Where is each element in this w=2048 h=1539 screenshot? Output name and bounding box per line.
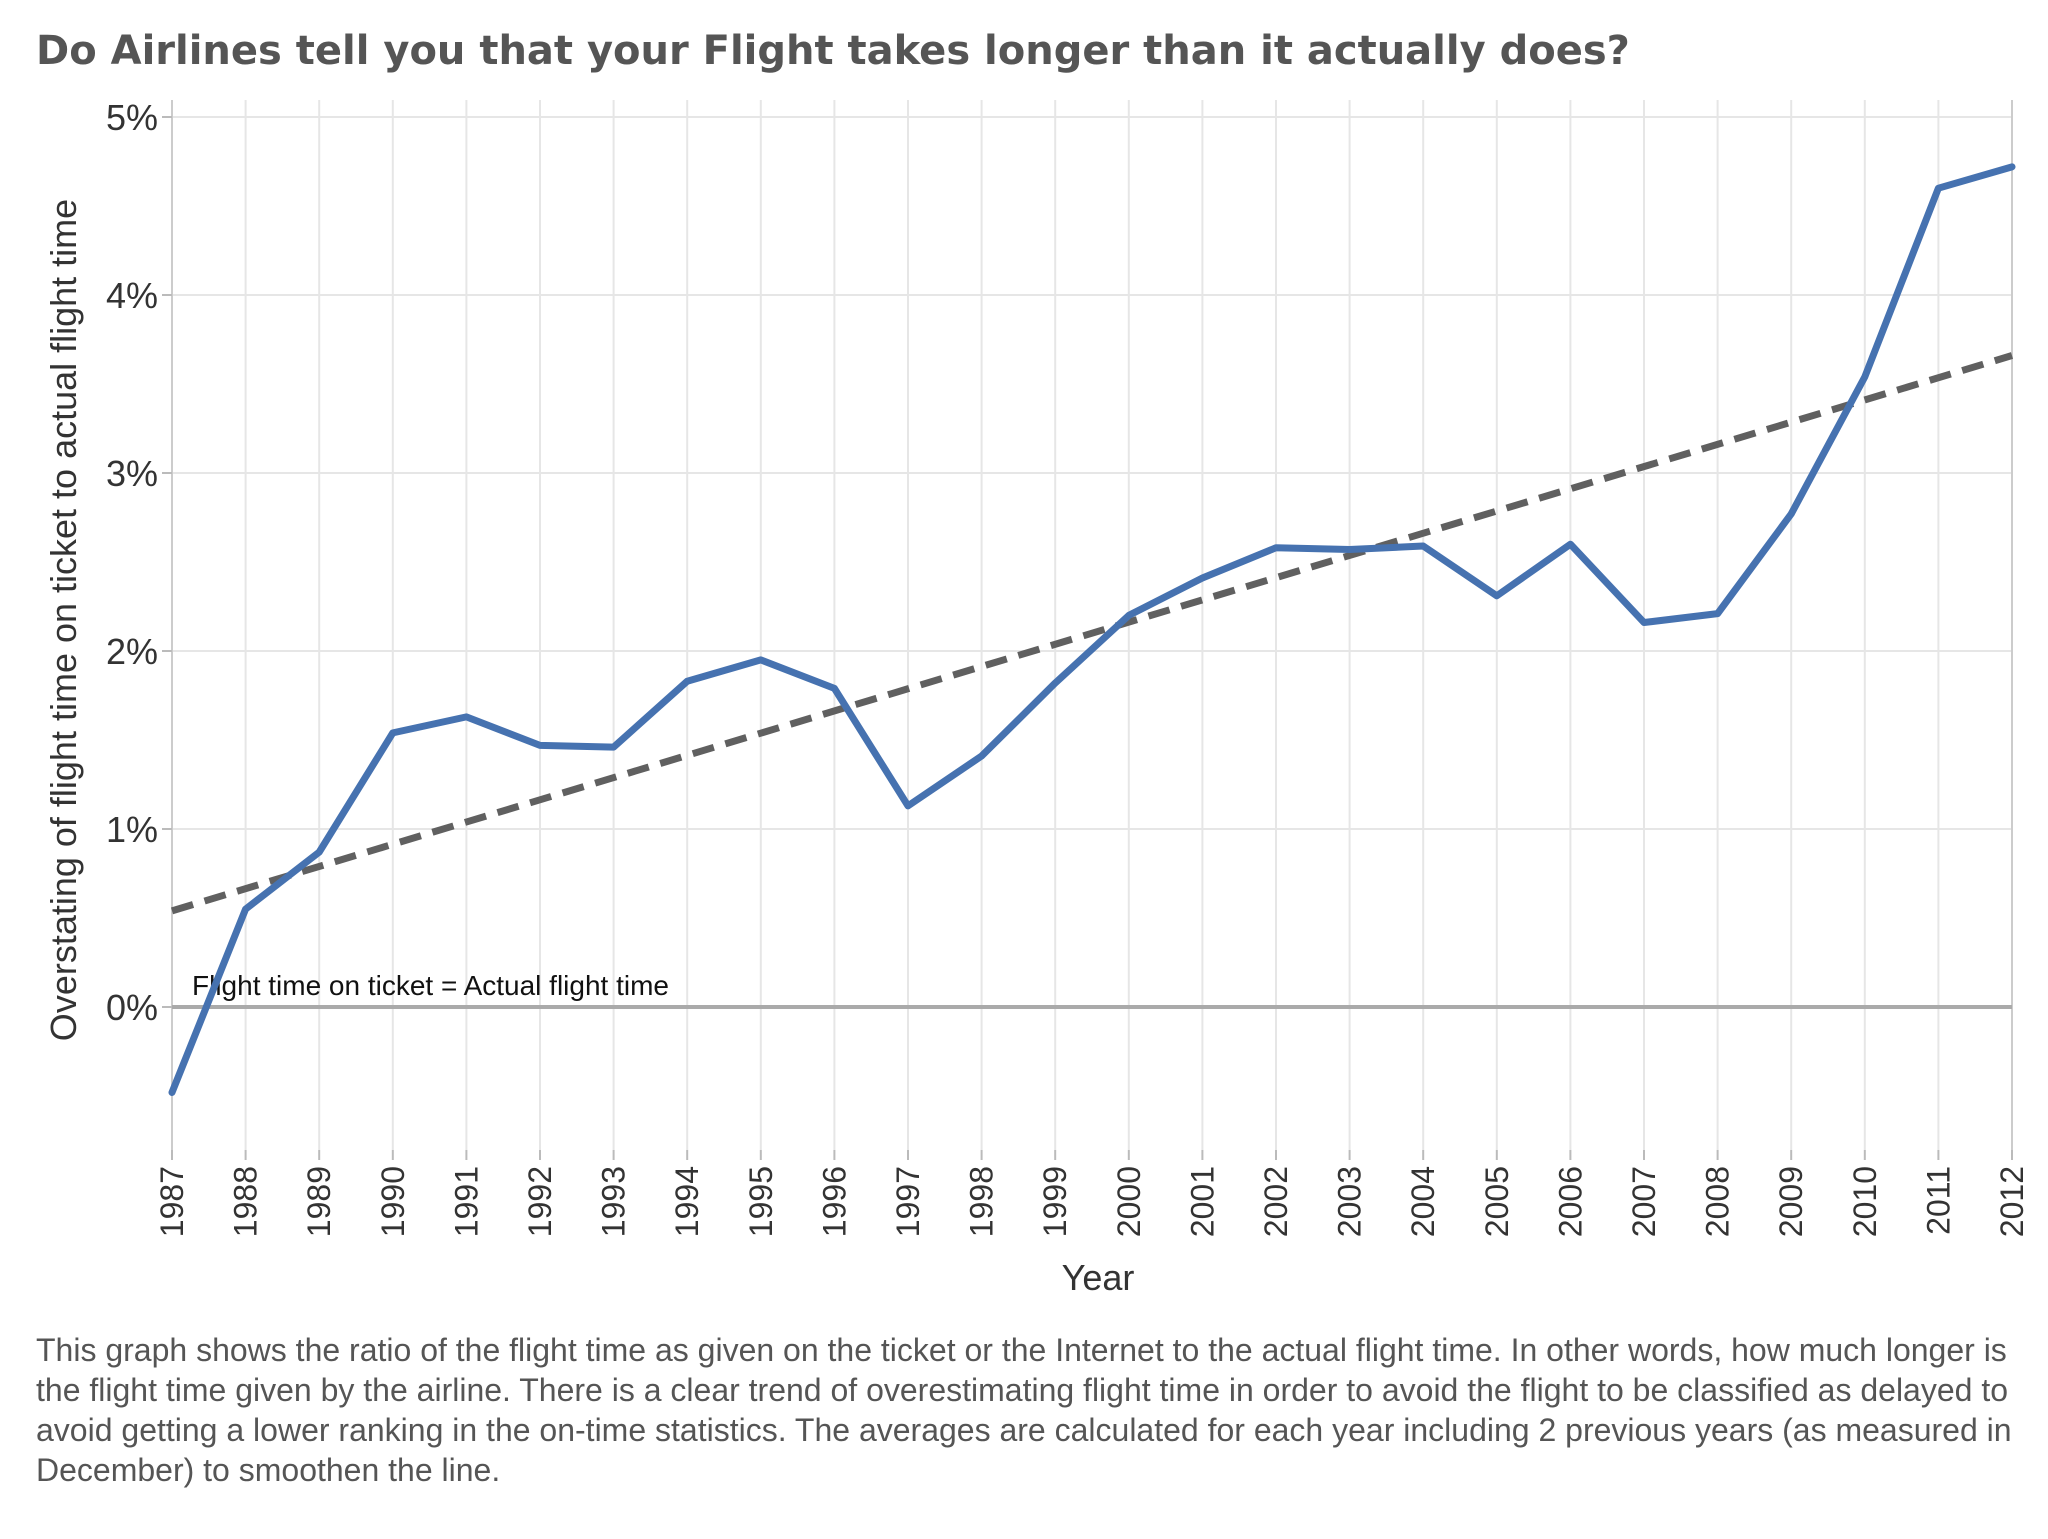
data-point xyxy=(1862,374,1868,380)
data-point xyxy=(316,849,322,855)
x-tick-label: 1990 xyxy=(375,1166,411,1237)
data-point xyxy=(611,744,617,750)
x-tick-label: 2004 xyxy=(1405,1166,1441,1237)
y-tick-label: 2% xyxy=(106,631,158,672)
y-axis-title: Overstating of flight time on ticket to … xyxy=(43,199,84,1041)
data-point xyxy=(2009,164,2015,170)
x-tick-label: 1999 xyxy=(1037,1166,1073,1237)
x-tick-label: 2002 xyxy=(1258,1166,1294,1237)
data-point xyxy=(169,1089,175,1095)
data-point xyxy=(243,906,249,912)
x-tick-label: 2010 xyxy=(1847,1166,1883,1237)
reference-line-label: Flight time on ticket = Actual flight ti… xyxy=(192,970,669,1001)
x-axis-title: Year xyxy=(1062,1257,1135,1298)
x-tick-label: 2009 xyxy=(1773,1166,1809,1237)
x-tick-label: 2003 xyxy=(1332,1166,1368,1237)
data-point xyxy=(1126,612,1132,618)
y-tick-label: 1% xyxy=(106,809,158,850)
data-point xyxy=(684,678,690,684)
data-point xyxy=(1420,543,1426,549)
data-point xyxy=(390,730,396,736)
data-point xyxy=(1567,541,1573,547)
x-tick-label: 1988 xyxy=(228,1166,264,1237)
x-axis-ticks: 1987 1988 1989 1990 1991 1992 1993 1994 1995 1996… xyxy=(154,1150,2030,1237)
y-axis-ticks: 0% 1% 2% 3% 4% 5% xyxy=(106,97,172,1028)
data-point xyxy=(758,657,764,663)
reference-line: Flight time on ticket = Actual flight ti… xyxy=(172,970,2012,1009)
x-tick-label: 1987 xyxy=(154,1166,190,1237)
trend-line xyxy=(170,352,2014,915)
data-point xyxy=(1199,575,1205,581)
x-tick-label: 1992 xyxy=(522,1166,558,1237)
x-tick-label: 1998 xyxy=(964,1166,1000,1237)
x-tick-label: 2011 xyxy=(1920,1166,1956,1235)
data-point xyxy=(463,714,469,720)
y-tick-label: 5% xyxy=(106,97,158,138)
data-point xyxy=(537,742,543,748)
data-point xyxy=(979,753,985,759)
y-tick-label: 3% xyxy=(106,453,158,494)
x-tick-label: 1995 xyxy=(743,1166,779,1237)
series xyxy=(168,163,2016,1096)
y-tick-label: 0% xyxy=(106,987,158,1028)
x-tick-label: 1996 xyxy=(816,1166,852,1237)
axes xyxy=(171,100,2013,1150)
x-tick-label: 2000 xyxy=(1111,1166,1147,1237)
data-point xyxy=(1494,593,1500,599)
data-point xyxy=(905,803,911,809)
data-point xyxy=(1935,185,1941,191)
data-point xyxy=(1715,611,1721,617)
line-chart: 0% 1% 2% 3% 4% 5% 1987 1988 1989 1990 1991 1992 199… xyxy=(43,97,2030,1298)
x-tick-label: 2006 xyxy=(1552,1166,1588,1237)
x-tick-label: 2012 xyxy=(1994,1166,2030,1237)
data-point xyxy=(831,685,837,691)
data-point xyxy=(1641,620,1647,626)
y-tick-label: 4% xyxy=(106,275,158,316)
data-point xyxy=(1273,545,1279,551)
x-tick-label: 2007 xyxy=(1626,1166,1662,1237)
chart-title: Do Airlines tell you that your Flight ta… xyxy=(36,28,1630,74)
x-tick-label: 1997 xyxy=(890,1166,926,1237)
data-point xyxy=(1347,547,1353,553)
series-line xyxy=(168,163,2016,1096)
x-tick-label: 1991 xyxy=(448,1166,484,1237)
x-tick-label: 2008 xyxy=(1700,1166,1736,1237)
x-tick-label: 1994 xyxy=(669,1166,705,1237)
x-tick-label: 2001 xyxy=(1184,1166,1220,1237)
x-tick-label: 1989 xyxy=(301,1166,337,1237)
x-tick-label: 2005 xyxy=(1479,1166,1515,1237)
data-point xyxy=(1052,680,1058,686)
grid xyxy=(171,100,2013,1150)
chart-caption: This graph shows the ratio of the flight… xyxy=(36,1332,2012,1488)
data-point xyxy=(1788,511,1794,517)
x-tick-label: 1993 xyxy=(596,1166,632,1237)
